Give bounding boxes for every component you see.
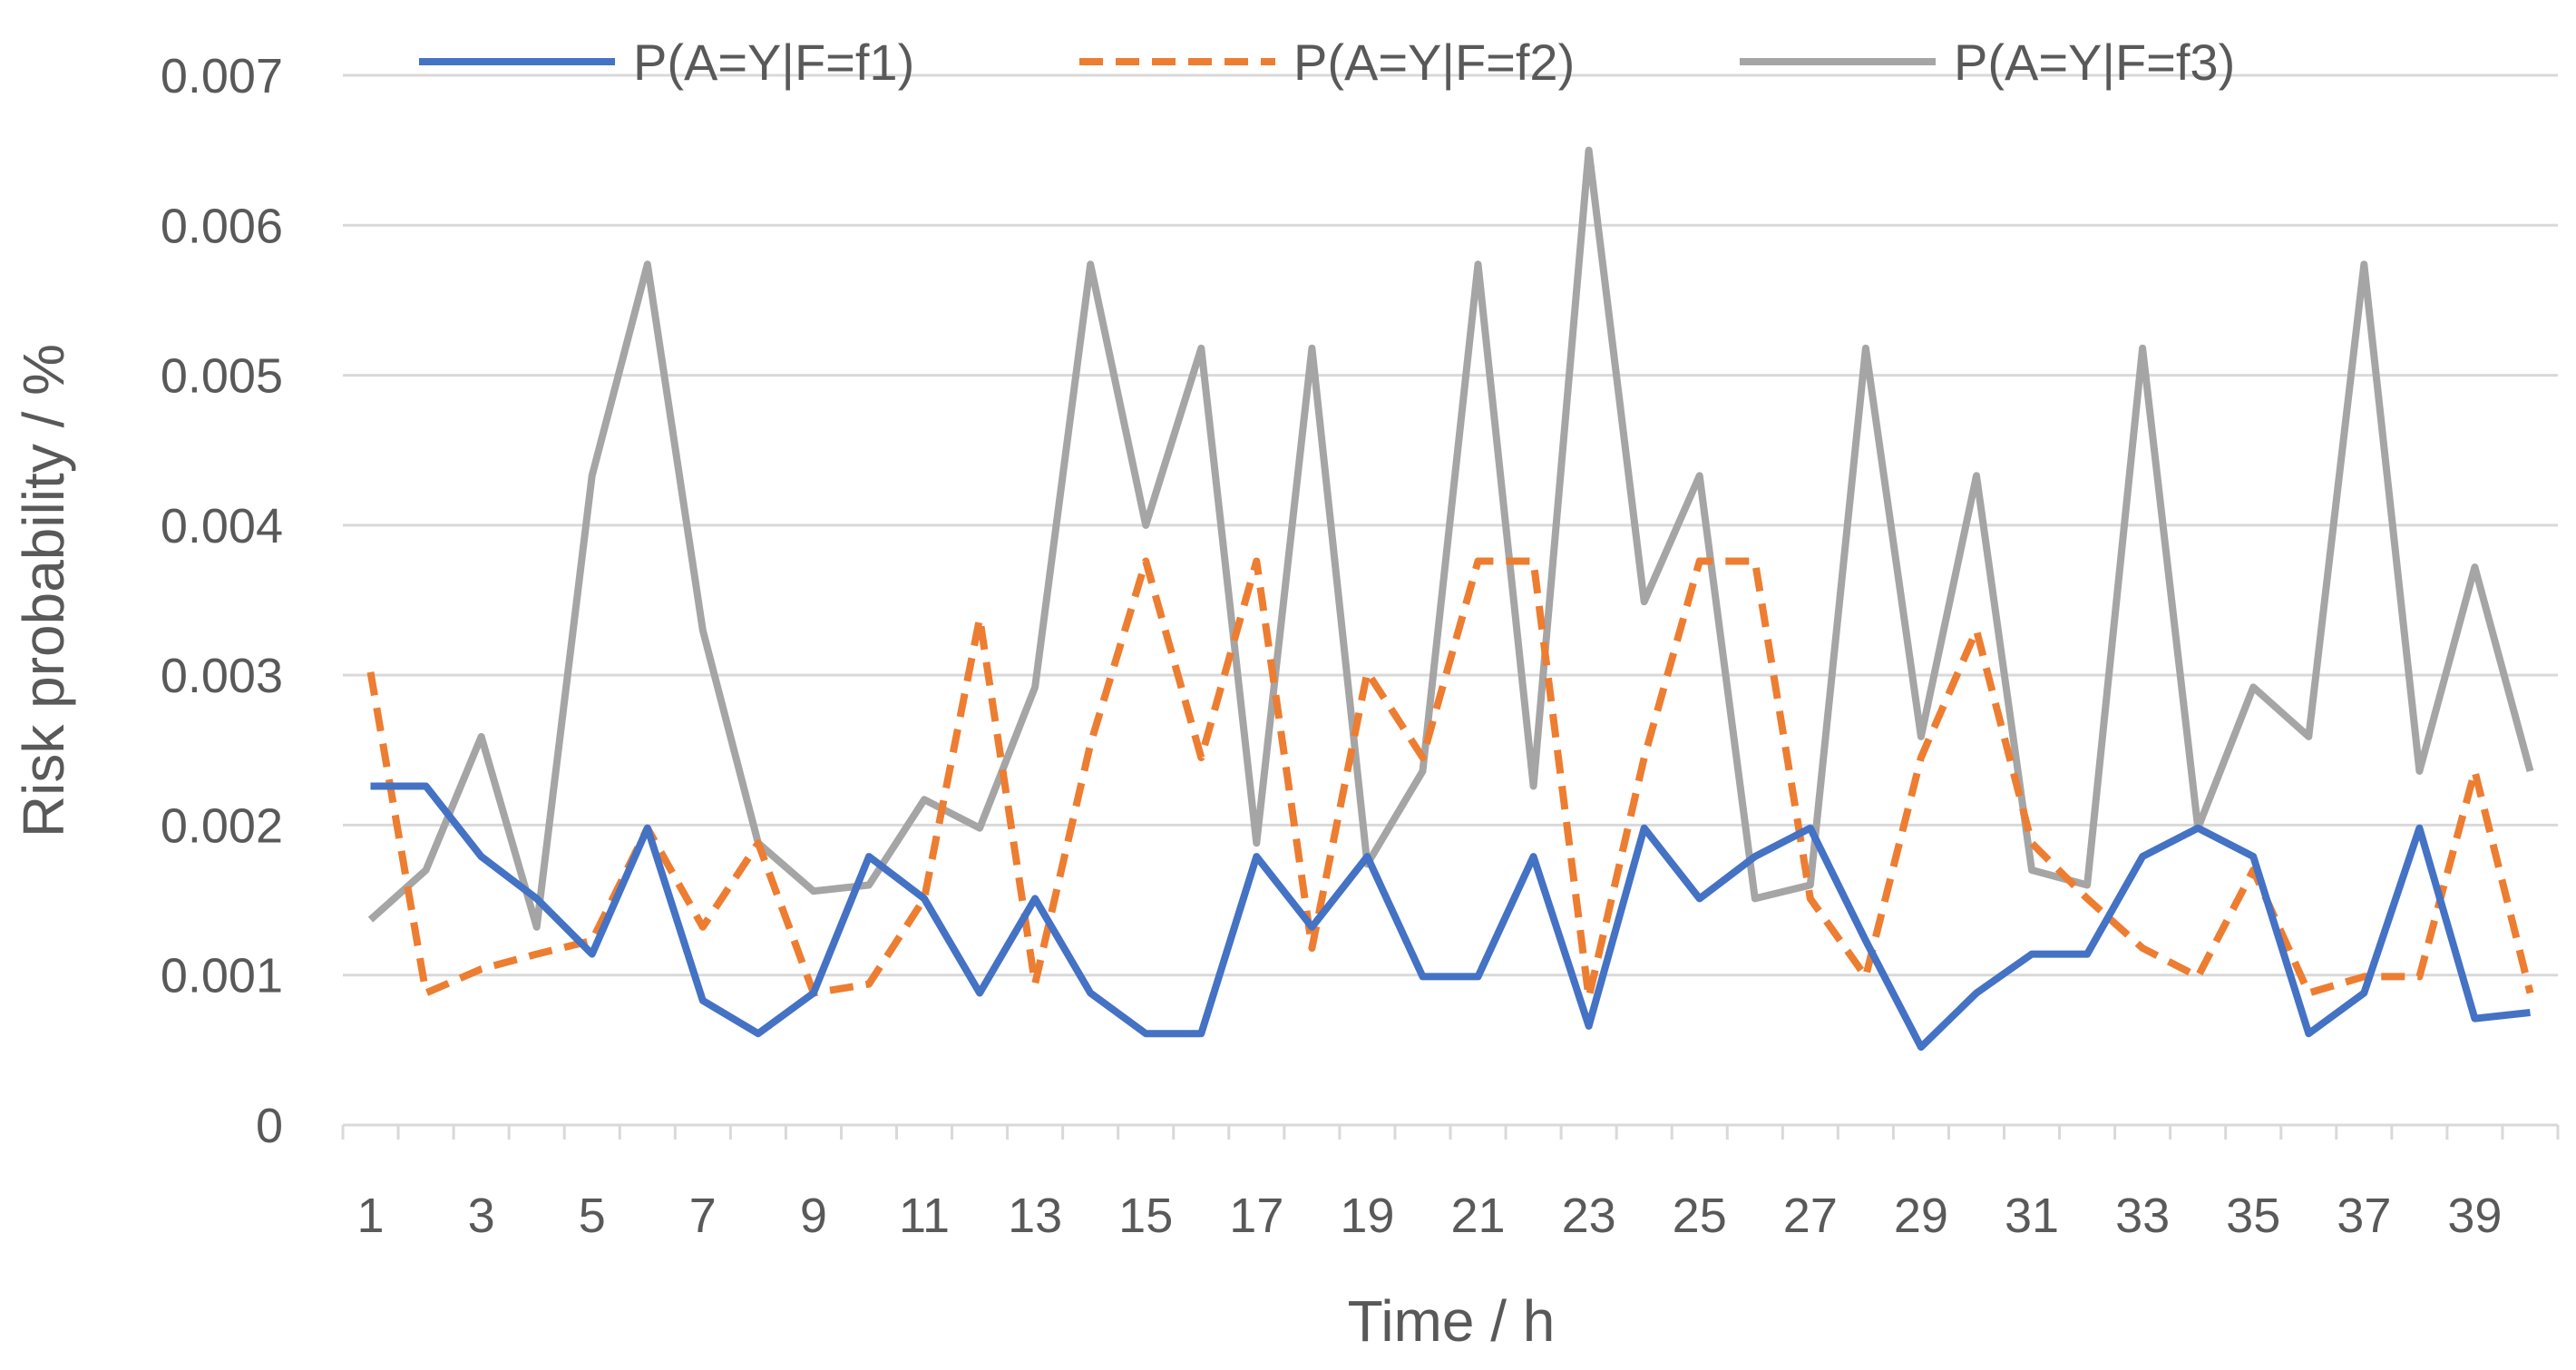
x-tick-label: 37 bbox=[2337, 1189, 2391, 1243]
x-axis bbox=[341, 1123, 2560, 1140]
x-axis-tick-labels: 1 3 5 7 9 11 13 15 17 19 21 23 25 27 29 31 33 35 37 39 bbox=[357, 1189, 2503, 1243]
legend: P(A=Y|F=f1) P(A=Y|F=f2) P(A=Y|F=f3) bbox=[419, 34, 2235, 91]
x-tick-label: 11 bbox=[899, 1189, 950, 1243]
x-axis-title: Time / h bbox=[1348, 1288, 1556, 1354]
y-axis-tick-labels: 0 0.001 0.002 0.003 0.004 0.005 0.006 0.007 bbox=[161, 49, 283, 1153]
x-tick-label: 21 bbox=[1450, 1189, 1505, 1243]
x-tick-label: 5 bbox=[579, 1189, 606, 1243]
x-tick-label: 25 bbox=[1673, 1189, 1727, 1243]
series-line-3 bbox=[367, 146, 2534, 931]
x-tick-label: 15 bbox=[1118, 1189, 1173, 1243]
legend-label-3: P(A=Y|F=f3) bbox=[1954, 34, 2235, 91]
x-tick-label: 31 bbox=[2005, 1189, 2059, 1243]
series-lines bbox=[366, 146, 2534, 1052]
x-tick-label: 39 bbox=[2447, 1189, 2502, 1243]
x-tick-label: 29 bbox=[1894, 1189, 1948, 1243]
y-tick-label: 0.002 bbox=[161, 798, 283, 853]
x-tick-label: 1 bbox=[357, 1189, 385, 1243]
x-tick-label: 27 bbox=[1783, 1189, 1838, 1243]
y-tick-label: 0 bbox=[256, 1099, 283, 1153]
x-tick-label: 3 bbox=[468, 1189, 495, 1243]
y-tick-label: 0.003 bbox=[161, 649, 283, 703]
x-tick-label: 7 bbox=[689, 1189, 717, 1243]
legend-label-1: P(A=Y|F=f1) bbox=[633, 34, 914, 91]
x-tick-label: 19 bbox=[1340, 1189, 1394, 1243]
x-tick-label: 17 bbox=[1229, 1189, 1283, 1243]
x-tick-label: 23 bbox=[1562, 1189, 1616, 1243]
y-tick-label: 0.004 bbox=[161, 499, 283, 553]
series-line-2 bbox=[366, 557, 2534, 1002]
y-tick-label: 0.007 bbox=[161, 49, 283, 103]
y-tick-label: 0.001 bbox=[161, 949, 283, 1003]
legend-label-2: P(A=Y|F=f2) bbox=[1293, 34, 1575, 91]
x-tick-label: 33 bbox=[2115, 1189, 2170, 1243]
y-tick-label: 0.005 bbox=[161, 349, 283, 404]
x-tick-label: 13 bbox=[1008, 1189, 1062, 1243]
x-tick-label: 35 bbox=[2226, 1189, 2280, 1243]
y-axis-title: Risk probability / % bbox=[11, 344, 76, 837]
x-tick-label: 9 bbox=[800, 1189, 827, 1243]
y-tick-label: 0.006 bbox=[161, 199, 283, 253]
series-line-1 bbox=[370, 782, 2531, 1052]
